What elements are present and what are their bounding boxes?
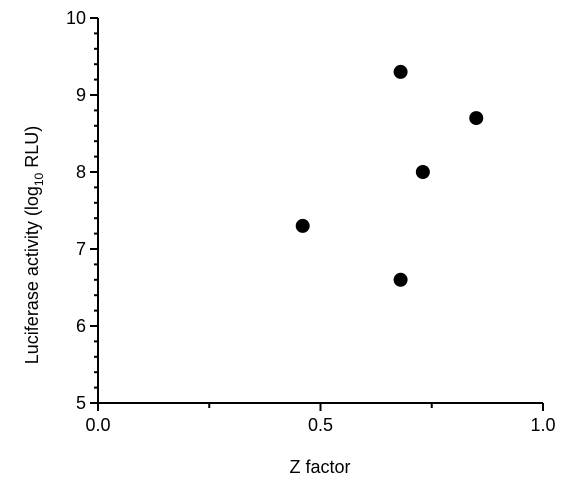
x-tick-label: 0.0: [85, 415, 110, 435]
y-tick-label: 8: [76, 162, 86, 182]
y-axis-label-main: Luciferase activity (log: [22, 186, 42, 364]
y-axis: 5 6 7 8 9 10: [66, 8, 99, 413]
y-tick-label: 7: [76, 239, 86, 259]
data-point: [393, 64, 408, 79]
y-tick-label: 6: [76, 316, 86, 336]
y-axis-label-end: RLU): [22, 126, 42, 173]
y-axis-label: Luciferase activity (log10 RLU): [22, 126, 46, 364]
x-axis: 0.0 0.5 1.0: [85, 402, 556, 435]
y-axis-label-subscript: 10: [32, 172, 46, 186]
data-point: [469, 111, 484, 126]
data-points: [295, 64, 484, 287]
x-axis-label: Z factor: [289, 457, 350, 477]
x-tick-label: 0.5: [308, 415, 333, 435]
data-point: [393, 272, 408, 287]
data-point: [295, 218, 310, 233]
x-tick-label: 1.0: [530, 415, 555, 435]
y-tick-label: 10: [66, 8, 86, 28]
y-tick-label: 5: [76, 393, 86, 413]
y-tick-label: 9: [76, 85, 86, 105]
data-point: [415, 165, 430, 179]
